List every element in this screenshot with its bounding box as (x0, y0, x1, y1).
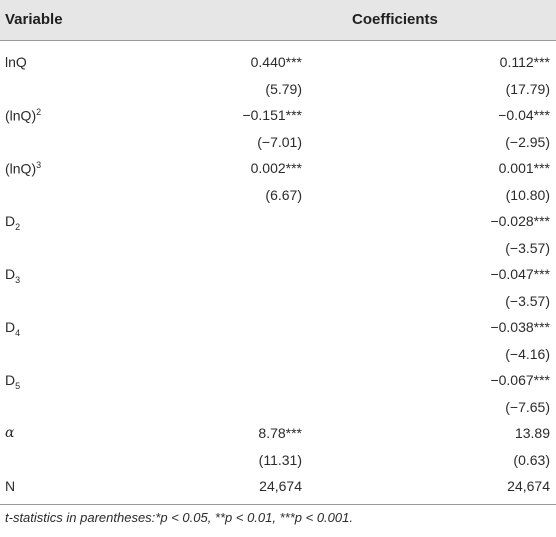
coef-col2: 0.001*** (498, 160, 550, 176)
row-label: lnQ (5, 54, 27, 70)
coef-col2: 13.89 (514, 425, 550, 441)
table-row: (lnQ)3 0.002*** 0.001*** (0, 155, 556, 182)
coef-col1: 0.002*** (250, 160, 302, 176)
table-row: D3 −0.047*** (0, 261, 556, 288)
tstat-col2: (−2.95) (505, 133, 550, 150)
header-coefficients: Coefficients (352, 11, 438, 28)
table-row: D4 −0.038*** (0, 314, 556, 341)
tstat-col2: (−7.65) (505, 398, 550, 415)
coef-col1: −0.151*** (242, 107, 302, 123)
table-body: lnQ 0.440*** 0.112*** (5.79) (17.79) (ln… (0, 49, 556, 505)
tstat-col2: (17.79) (505, 80, 550, 97)
tstat-col2: (10.80) (505, 186, 550, 203)
obs-col1: 24,674 (259, 478, 302, 494)
row-label-lnq2: (lnQ)2 (5, 107, 42, 124)
coef-col2: −0.038*** (490, 319, 550, 335)
obs-col2: 24,674 (507, 478, 550, 494)
table-row: α 8.78*** 13.89 (0, 420, 556, 447)
table-row: (5.79) (17.79) (0, 76, 556, 103)
row-label-d3: D3 (5, 266, 21, 285)
tstat-col2: (−3.57) (505, 292, 550, 309)
table-row: (−4.16) (0, 341, 556, 368)
coef-col1: 8.78*** (258, 425, 302, 441)
row-label-d5: D5 (5, 372, 21, 391)
table-bottom-rule (0, 503, 556, 505)
table-row: (6.67) (10.80) (0, 182, 556, 209)
tstat-col2: (−3.57) (505, 239, 550, 256)
table-row: N 24,674 24,674 (0, 473, 556, 500)
row-label-lnq3: (lnQ)3 (5, 160, 42, 177)
coef-col2: −0.028*** (490, 213, 550, 229)
tstat-col1: (11.31) (258, 451, 302, 468)
row-label-alpha: α (5, 425, 15, 441)
tstat-col1: (6.67) (265, 186, 302, 203)
table-row: (lnQ)2 −0.151*** −0.04*** (0, 102, 556, 129)
coef-col2: −0.047*** (490, 266, 550, 282)
table-row: (11.31) (0.63) (0, 447, 556, 474)
tstat-col2: (0.63) (513, 451, 550, 468)
coef-col2: −0.04*** (498, 107, 550, 123)
regression-table: Variable Coefficients lnQ 0.440*** 0.112… (0, 0, 556, 505)
table-row: (−7.65) (0, 394, 556, 421)
table-row: (−7.01) (−2.95) (0, 129, 556, 156)
table-row: lnQ 0.440*** 0.112*** (0, 49, 556, 76)
row-label-d2: D2 (5, 213, 21, 232)
tstat-col2: (−4.16) (505, 345, 550, 362)
coef-col2: −0.067*** (490, 372, 550, 388)
coef-col2: 0.112*** (499, 54, 550, 70)
header-variable: Variable (5, 11, 63, 28)
tstat-col1: (−7.01) (257, 133, 302, 150)
coef-col1: 0.440*** (250, 54, 302, 70)
table-row: D5 −0.067*** (0, 367, 556, 394)
row-label-n: N (5, 478, 16, 494)
table-row: D2 −0.028*** (0, 208, 556, 235)
tstat-col1: (5.79) (265, 80, 302, 97)
table-footnote: t-statistics in parentheses:*p < 0.05, *… (5, 510, 353, 525)
table-row: (−3.57) (0, 235, 556, 262)
table-row: (−3.57) (0, 288, 556, 315)
row-label-d4: D4 (5, 319, 21, 338)
table-header: Variable Coefficients (0, 0, 556, 41)
